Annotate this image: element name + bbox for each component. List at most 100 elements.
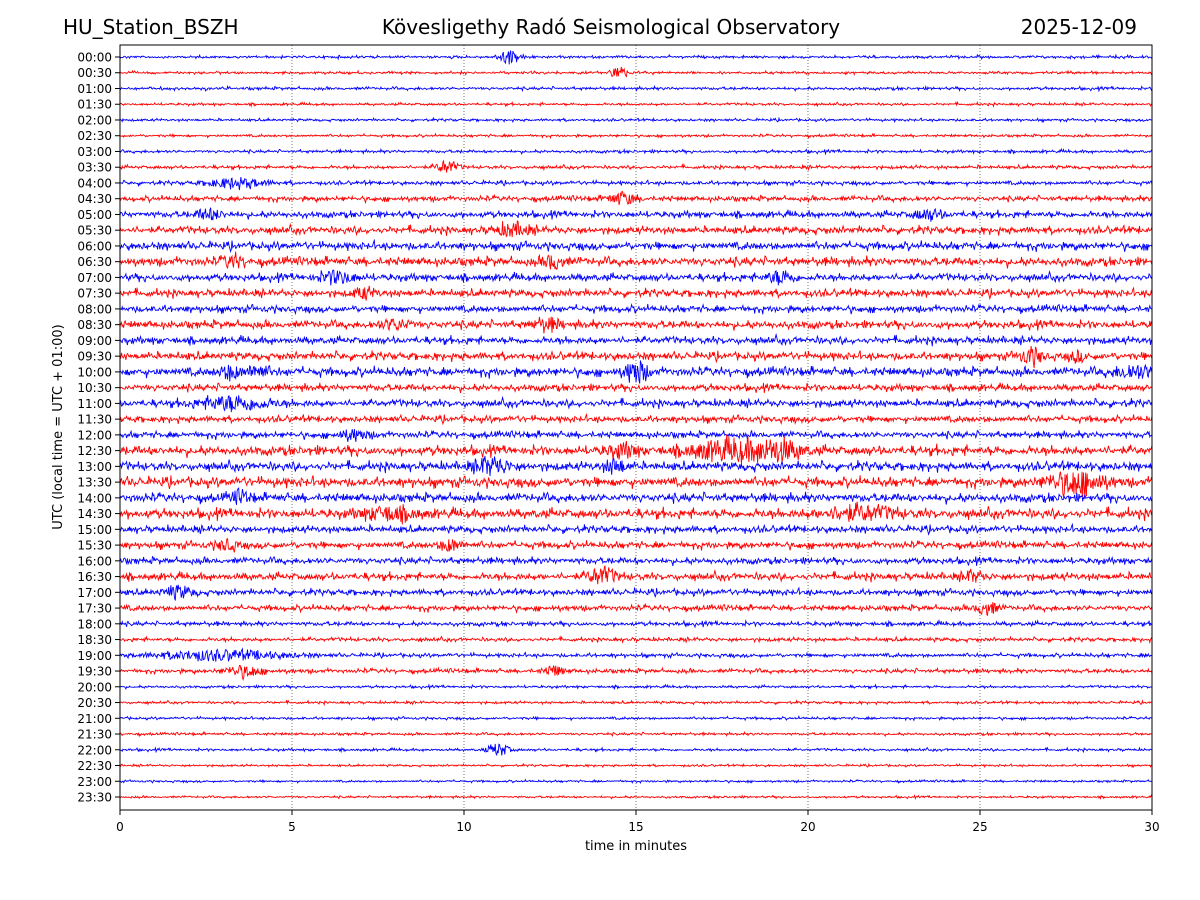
y-tick-label: 10:00 [77, 365, 112, 379]
y-axis-label: UTC (local time = UTC + 01:00) [51, 324, 66, 529]
y-tick-label: 07:00 [77, 271, 112, 285]
trace-1830 [119, 635, 1153, 645]
trace-0430 [119, 190, 1153, 206]
y-tick-label: 03:30 [77, 161, 112, 175]
y-tick-label: 02:00 [77, 113, 112, 127]
y-tick-label: 11:30 [77, 413, 112, 427]
trace-1100 [119, 395, 1153, 413]
y-tick-label: 05:00 [77, 208, 112, 222]
trace-1630 [119, 565, 1153, 585]
observatory-title: Kövesligethy Radó Seismological Observat… [381, 15, 841, 39]
y-tick-label: 10:30 [77, 381, 112, 395]
y-tick-label: 09:30 [77, 350, 112, 364]
trace-2230 [119, 762, 1152, 769]
y-tick-label: 04:30 [77, 192, 112, 206]
y-tick-label: 11:00 [77, 397, 112, 411]
trace-0700 [119, 269, 1153, 286]
y-tick-label: 18:00 [77, 617, 112, 631]
y-tick-label: 21:30 [77, 728, 112, 742]
trace-2000 [119, 683, 1153, 691]
y-tick-label: 02:30 [77, 129, 112, 143]
y-tick-label: 01:00 [77, 82, 112, 96]
y-tick-label: 06:30 [77, 255, 112, 269]
y-tick-label: 08:00 [77, 302, 112, 316]
trace-1930 [119, 664, 1153, 681]
y-tick-label: 17:30 [77, 602, 112, 616]
y-tick-label: 00:30 [77, 66, 112, 80]
y-tick-label: 06:00 [77, 239, 112, 253]
trace-0400 [119, 176, 1153, 191]
trace-0330 [119, 159, 1153, 173]
trace-0300 [119, 147, 1153, 156]
trace-1500 [119, 522, 1153, 536]
y-tick-label: 12:30 [77, 444, 112, 458]
station-name: HU_Station_BSZH [63, 15, 239, 39]
x-tick-label: 30 [1144, 820, 1159, 834]
y-tick-label: 15:00 [77, 523, 112, 537]
x-tick-label: 0 [116, 820, 124, 834]
y-tick-label: 19:00 [77, 649, 112, 663]
trace-1430 [119, 501, 1153, 525]
trace-1800 [119, 618, 1153, 629]
record-date: 2025-12-09 [1020, 15, 1137, 39]
trace-2300 [119, 778, 1153, 784]
y-tick-label: 21:00 [77, 712, 112, 726]
trace-0730 [119, 285, 1153, 301]
trace-2330 [119, 794, 1153, 800]
trace-0030 [119, 66, 1153, 78]
trace-1200 [119, 428, 1153, 442]
trace-1130 [119, 412, 1153, 426]
y-tick-label: 15:30 [77, 539, 112, 553]
y-tick-label: 14:00 [77, 491, 112, 505]
trace-0530 [119, 220, 1153, 238]
y-tick-label: 13:00 [77, 460, 112, 474]
y-tick-label: 17:00 [77, 586, 112, 600]
trace-1700 [119, 584, 1153, 601]
x-tick-label: 5 [288, 820, 296, 834]
y-tick-label: 19:30 [77, 665, 112, 679]
y-tick-label: 03:00 [77, 145, 112, 159]
trace-1730 [119, 602, 1153, 617]
trace-0230 [119, 132, 1153, 140]
trace-1400 [119, 487, 1153, 505]
trace-2200 [119, 743, 1153, 757]
trace-1030 [119, 382, 1153, 394]
y-tick-label: 04:00 [77, 176, 112, 190]
y-tick-label: 12:00 [77, 428, 112, 442]
y-tick-label: 13:30 [77, 476, 112, 490]
y-tick-label: 07:30 [77, 287, 112, 301]
y-tick-label: 22:30 [77, 759, 112, 773]
trace-0900 [119, 332, 1153, 347]
y-tick-label: 22:00 [77, 743, 112, 757]
x-tick-label: 15 [628, 820, 643, 834]
y-tick-label: 23:30 [77, 791, 112, 805]
trace-2130 [119, 730, 1152, 738]
y-tick-label: 09:00 [77, 334, 112, 348]
trace-0930 [119, 346, 1153, 369]
x-tick-label: 20 [800, 820, 815, 834]
trace-0830 [119, 316, 1153, 334]
trace-0130 [119, 100, 1153, 108]
trace-1900 [119, 647, 1153, 662]
trace-2100 [119, 715, 1153, 722]
trace-0800 [119, 303, 1153, 316]
trace-1330 [119, 471, 1153, 498]
trace-0630 [119, 251, 1153, 270]
trace-0100 [119, 84, 1153, 93]
trace-0000 [119, 50, 1153, 65]
y-tick-label: 01:30 [77, 98, 112, 112]
y-tick-label: 00:00 [77, 51, 112, 65]
x-tick-label: 10 [456, 820, 471, 834]
trace-0500 [119, 207, 1153, 222]
trace-1600 [119, 555, 1153, 567]
y-tick-label: 16:00 [77, 554, 112, 568]
x-tick-label: 25 [972, 820, 987, 834]
trace-0600 [119, 238, 1153, 254]
trace-1300 [119, 456, 1153, 477]
y-tick-label: 20:00 [77, 680, 112, 694]
trace-1000 [119, 360, 1153, 384]
y-tick-label: 23:00 [77, 775, 112, 789]
y-tick-label: 05:30 [77, 224, 112, 238]
y-tick-label: 08:30 [77, 318, 112, 332]
y-tick-label: 20:30 [77, 696, 112, 710]
